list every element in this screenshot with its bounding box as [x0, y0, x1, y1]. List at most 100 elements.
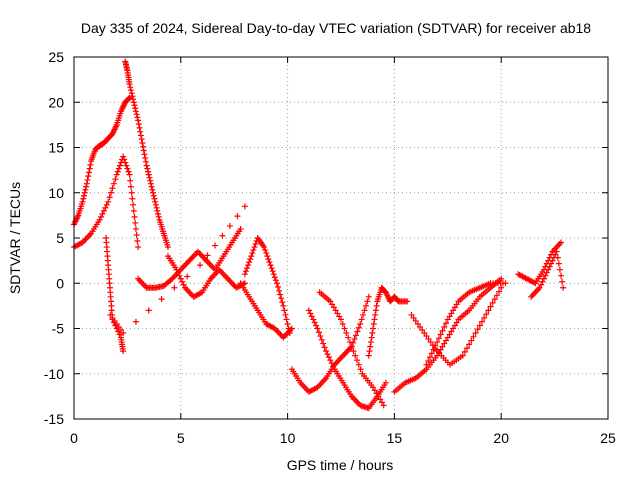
- data-point-interp: [321, 344, 328, 351]
- data-point: [135, 117, 142, 124]
- data-point-interp: [427, 354, 433, 361]
- data-point-interp: [555, 260, 562, 267]
- data-point-interp: [110, 180, 117, 187]
- x-axis-label: GPS time / hours: [287, 457, 394, 473]
- data-point-interp: [417, 323, 424, 330]
- data-point-interp: [153, 204, 160, 211]
- series-arc-drop: [103, 235, 127, 355]
- data-point: [472, 330, 479, 337]
- data-point-interp: [330, 304, 337, 311]
- data-point-interp: [451, 304, 458, 311]
- data-point-interp: [336, 313, 343, 320]
- data-point: [357, 320, 364, 327]
- data-point-interp: [466, 341, 473, 348]
- data-point: [536, 284, 543, 291]
- data-point: [327, 298, 334, 305]
- data-point-interp: [352, 332, 359, 339]
- data-point: [444, 334, 451, 341]
- data-point-interp: [128, 189, 135, 196]
- data-point-interp: [372, 307, 379, 314]
- data-point-interp: [124, 165, 131, 172]
- data-point-interp: [368, 334, 375, 341]
- data-point-interp: [252, 241, 259, 248]
- data-point: [120, 330, 127, 337]
- data-point-interp: [276, 287, 283, 294]
- data-point-interp: [377, 396, 384, 403]
- series-arc-late-night: [515, 239, 565, 287]
- data-point: [370, 384, 377, 391]
- data-point-interp: [360, 311, 367, 318]
- data-point-interp: [327, 357, 334, 364]
- data-point-interp: [450, 307, 457, 314]
- data-point-interp: [332, 307, 339, 314]
- data-point: [558, 239, 565, 246]
- x-tick-label: 20: [493, 430, 509, 446]
- series-arc-secondary: [71, 153, 142, 251]
- data-point-interp: [135, 121, 142, 128]
- data-point-interp: [542, 272, 549, 279]
- data-point-interp: [85, 169, 92, 176]
- data-point-interp: [244, 265, 251, 272]
- data-point-interp: [132, 105, 139, 112]
- y-tick-label: -15: [44, 411, 64, 427]
- data-point-interp: [264, 253, 271, 260]
- data-point-interp: [468, 337, 475, 344]
- data-point-interp: [439, 327, 446, 334]
- data-point-interp: [354, 357, 361, 364]
- data-point-interp: [491, 296, 498, 303]
- data-point-interp: [318, 336, 325, 343]
- data-point-interp: [328, 360, 335, 367]
- data-point-interp: [487, 303, 494, 310]
- data-point-interp: [425, 357, 432, 364]
- data-point-interp: [127, 183, 134, 190]
- data-point-interp: [150, 189, 157, 196]
- data-point: [120, 153, 127, 160]
- data-point: [421, 330, 428, 337]
- data-point-interp: [138, 136, 145, 143]
- data-point: [173, 266, 180, 273]
- data-point-interp: [130, 96, 137, 103]
- data-point-interp: [283, 316, 290, 323]
- x-tick-label: 15: [387, 430, 403, 446]
- data-point: [338, 316, 344, 323]
- data-point: [553, 248, 560, 255]
- data-point-interp: [145, 171, 152, 178]
- data-point-interp: [247, 256, 254, 263]
- series-arc-dip-2: [305, 307, 389, 412]
- data-point-interp: [116, 331, 123, 338]
- data-point: [273, 280, 280, 287]
- data-point: [423, 361, 430, 368]
- data-point-interp: [150, 192, 157, 199]
- x-tick-label: 10: [280, 430, 296, 446]
- data-point-interp: [350, 339, 357, 346]
- data-point-interp: [132, 225, 139, 232]
- data-point-interp: [414, 320, 421, 327]
- data-point-interp: [234, 213, 241, 220]
- data-point-interp: [448, 310, 455, 317]
- data-point-interp: [103, 201, 110, 208]
- data-point-interp: [141, 151, 148, 158]
- data-point-interp: [204, 252, 211, 259]
- data-point-interp: [493, 292, 500, 299]
- data-point: [248, 253, 255, 260]
- series-arc-hump: [237, 280, 295, 341]
- data-point-interp: [116, 162, 123, 169]
- data-point-interp: [489, 299, 496, 306]
- data-point-interp: [423, 333, 430, 340]
- data-point: [459, 352, 466, 359]
- data-point-interp: [145, 307, 152, 314]
- data-point: [139, 139, 146, 146]
- data-point-interp: [371, 387, 378, 394]
- data-point-interp: [549, 257, 556, 264]
- data-point: [434, 339, 441, 346]
- data-point-interp: [373, 390, 380, 397]
- data-point-interp: [133, 111, 140, 118]
- data-point-interp: [546, 263, 553, 270]
- data-point-interp: [81, 189, 88, 196]
- data-point-interp: [548, 260, 555, 267]
- data-point-interp: [483, 311, 490, 318]
- data-point-interp: [144, 165, 151, 172]
- data-point-interp: [262, 247, 269, 254]
- series-arc-dip-1: [288, 293, 372, 395]
- data-point: [288, 325, 295, 332]
